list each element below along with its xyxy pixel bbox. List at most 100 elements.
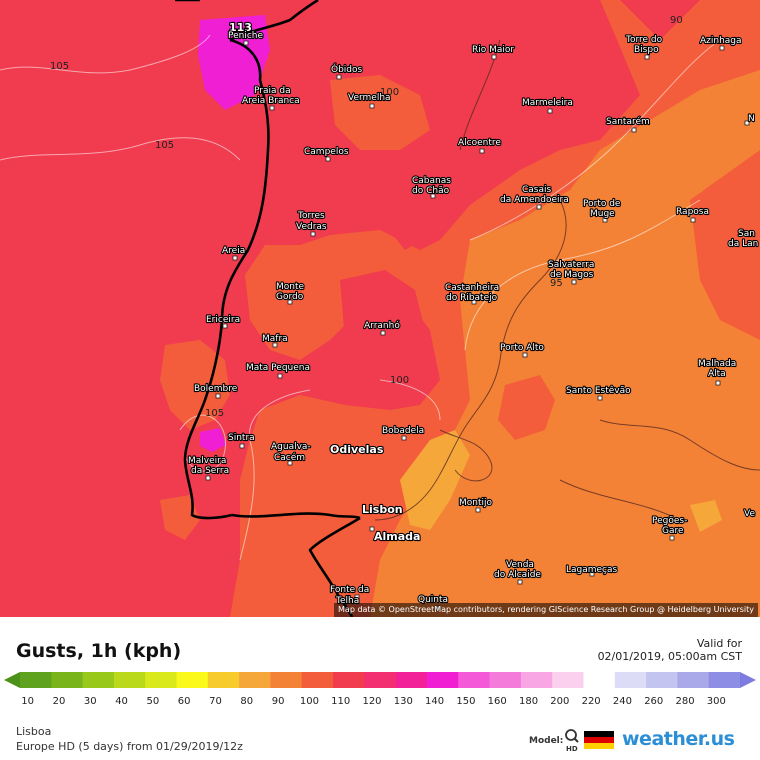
scale-swatch xyxy=(270,672,303,688)
model-run: Europe HD (5 days) from 01/29/2019/12z xyxy=(16,740,243,753)
color-scale: 10 20 30 40 50 60 70 80 90 100 110 120 130 140 150 160 1… xyxy=(4,672,756,707)
city-label: Ericeira xyxy=(206,315,240,325)
scale-swatch xyxy=(614,672,647,688)
city-label: Cabanas xyxy=(412,176,451,186)
scale-swatch xyxy=(646,672,678,688)
city-label: Vedras xyxy=(296,222,327,232)
city-label: Agualva- xyxy=(271,442,311,452)
field-90-100-south xyxy=(160,495,200,540)
scale-label: 220 xyxy=(582,696,601,707)
city-label: N xyxy=(748,114,755,124)
city-label: Monte xyxy=(276,282,305,292)
city-label: Marmeleira xyxy=(522,98,573,108)
city-label: Porto de xyxy=(583,199,621,209)
city-label: Lisbon xyxy=(362,503,403,516)
svg-text:HD: HD xyxy=(566,745,578,752)
city-label: Odivelas xyxy=(330,443,384,456)
scale-label: 180 xyxy=(519,696,538,707)
city-label: Vermelha xyxy=(348,93,391,103)
city-label: Óbidos xyxy=(331,63,363,75)
model-hd-icon: HD xyxy=(565,729,579,752)
scale-label: 110 xyxy=(331,696,350,707)
city-label: Santo Estêvão xyxy=(566,385,631,396)
city-label: Mata Pequena xyxy=(246,363,310,373)
field-70-80-tagus xyxy=(400,430,470,530)
city-label: Malhada xyxy=(698,359,736,369)
city-label: Casais xyxy=(522,185,552,195)
city-label: Santarém xyxy=(606,116,650,127)
city-label: Alcoentre xyxy=(458,138,501,148)
city-label: da Amendoeira xyxy=(500,195,569,205)
peak-value-label: 113 xyxy=(229,21,252,34)
scale-swatch xyxy=(583,672,616,688)
city-label: Salvaterra xyxy=(548,260,594,270)
scale-label: 40 xyxy=(115,696,128,707)
scale-label: 20 xyxy=(53,696,66,707)
scale-swatch xyxy=(364,672,397,688)
legend-title: Gusts, 1h (kph) xyxy=(16,640,182,662)
gust-map[interactable]: 105 105 105 100 100 95 90 113 xyxy=(0,0,760,617)
city-label: Campelos xyxy=(304,147,349,157)
city-label: San xyxy=(738,229,755,239)
city-label: Ve xyxy=(744,509,755,519)
scale-label: 130 xyxy=(394,696,413,707)
location-info: Lisboa Europe HD (5 days) from 01/29/201… xyxy=(16,724,243,754)
scale-swatch xyxy=(489,672,522,688)
model-label: Model: xyxy=(529,736,564,746)
city-label: Torres xyxy=(297,211,325,221)
scale-swatch xyxy=(20,672,52,688)
field-90-100-east xyxy=(690,150,760,340)
scale-swatch xyxy=(51,672,84,688)
city-markers xyxy=(205,40,750,611)
field-110-sintra xyxy=(200,428,226,452)
scale-label: 140 xyxy=(425,696,444,707)
scale-label: 30 xyxy=(84,696,97,707)
city-label: Castanheira xyxy=(445,283,499,293)
city-label: Sintra xyxy=(228,433,255,443)
city-label: Areia Branca xyxy=(242,96,300,106)
scale-label: 90 xyxy=(272,696,285,707)
scale-swatch xyxy=(520,672,553,688)
scale-label: 150 xyxy=(456,696,475,707)
city-label: Praia da xyxy=(254,86,291,96)
scale-label: 200 xyxy=(550,696,569,707)
scale-label: 60 xyxy=(178,696,191,707)
scale-swatch xyxy=(426,672,459,688)
isoline-label: 100 xyxy=(380,87,399,98)
valid-label: Valid for xyxy=(696,637,742,650)
weather-us-logo[interactable]: weather.us xyxy=(622,728,735,750)
city-label: Porto Alto xyxy=(500,343,544,353)
scale-swatch xyxy=(458,672,491,688)
isoline-label: 105 xyxy=(155,140,174,151)
scale-label: 120 xyxy=(362,696,381,707)
scale-swatch xyxy=(113,672,146,688)
scale-swatch xyxy=(207,672,240,688)
city-label: Azinhaga xyxy=(700,36,742,46)
city-label: Cacém xyxy=(274,452,305,463)
city-label: Almada xyxy=(374,530,420,543)
scale-swatch xyxy=(333,672,365,688)
city-label: Bispo xyxy=(634,45,659,55)
field-90-100-inner xyxy=(498,375,555,440)
city-label: da Lan xyxy=(728,239,758,249)
isolines xyxy=(0,34,721,561)
city-labels: Peniche Praia da Areia Branca Campelos T… xyxy=(187,30,760,607)
city-label: Malveira xyxy=(188,456,226,466)
city-label: de Magos xyxy=(550,270,594,280)
city-label: da Serra xyxy=(191,466,229,476)
scale-swatch xyxy=(552,672,584,688)
city-label: Montijo xyxy=(459,498,493,508)
city-label: Fonte da xyxy=(330,585,369,595)
scale-swatch xyxy=(145,672,178,688)
scale-label: 260 xyxy=(644,696,663,707)
location-name: Lisboa xyxy=(16,725,52,738)
city-label: Venda xyxy=(506,560,534,570)
isoline-label: 95 xyxy=(550,278,563,289)
scale-label: 280 xyxy=(675,696,694,707)
scale-label: 160 xyxy=(488,696,507,707)
city-label: Bobadela xyxy=(382,426,424,436)
scale-swatch xyxy=(239,672,271,688)
scale-label: 240 xyxy=(613,696,632,707)
city-label: Pegões- xyxy=(652,516,687,526)
scale-label: 50 xyxy=(147,696,160,707)
